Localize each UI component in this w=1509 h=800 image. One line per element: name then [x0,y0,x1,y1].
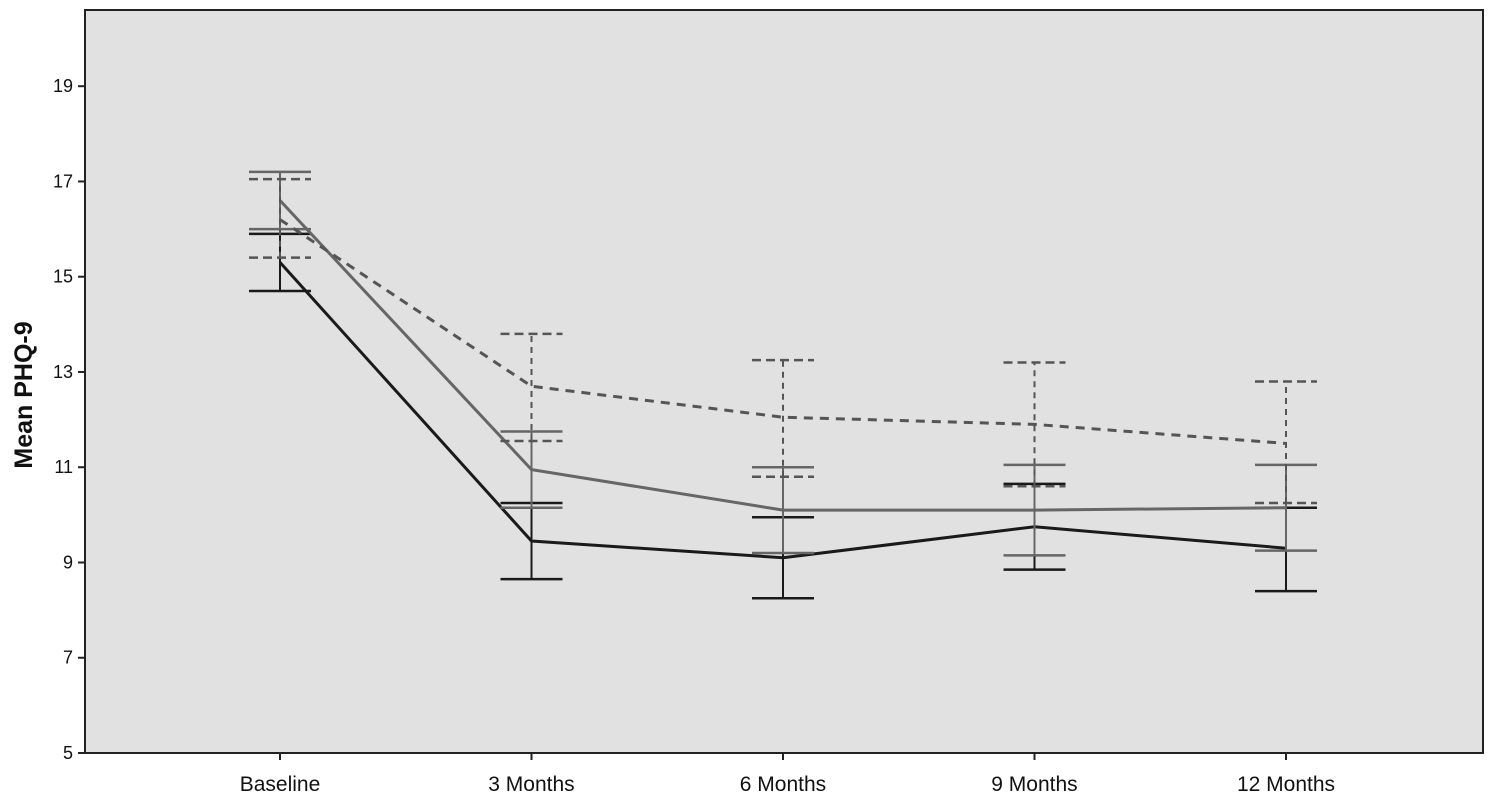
x-tick-label: Baseline [240,773,321,796]
x-tick-label: 6 Months [740,773,826,796]
y-tick-label: 7 [63,648,73,668]
y-tick-label: 13 [53,362,73,382]
y-tick-label: 11 [54,457,73,477]
series-3 [249,177,1317,505]
y-tick-label: 17 [53,171,73,191]
x-axis: Baseline 3 Months 6 Months 9 Months 12 Month… [240,753,1335,796]
chart-marks [249,170,1317,600]
plot-area [84,9,1484,754]
y-tick-label: 19 [53,76,73,96]
y-axis: 5 7 9 11 13 15 17 19 [53,76,85,763]
y-tick-label: 15 [53,267,73,287]
x-tick-label: 9 Months [991,773,1077,796]
y-tick-label: 5 [63,743,73,763]
x-tick-label: 12 Months [1237,773,1335,796]
y-tick-label: 9 [63,552,73,572]
y-axis-title: Mean PHQ-9 [10,321,38,468]
x-tick-label: 3 Months [488,773,574,796]
